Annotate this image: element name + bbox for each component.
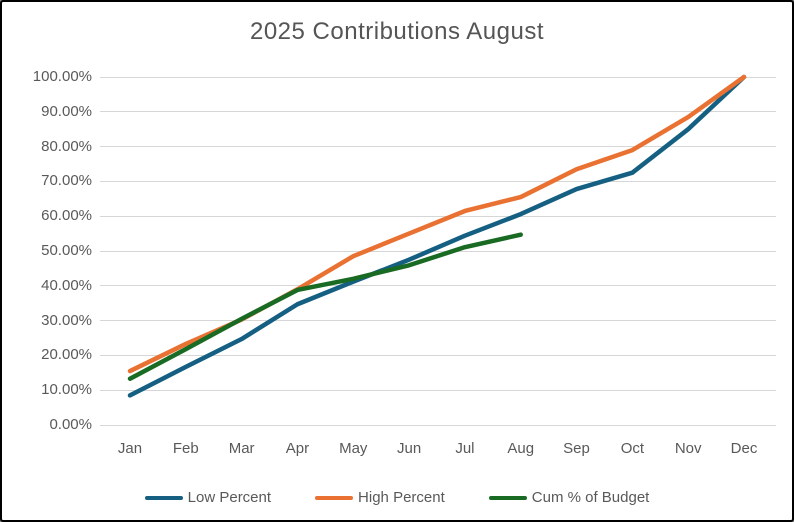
- y-tick-label: 70.00%: [41, 172, 92, 190]
- x-tick-label: Apr: [285, 440, 310, 457]
- x-tick-label: Sep: [563, 440, 590, 457]
- x-tick-label: Feb: [172, 440, 199, 457]
- y-tick-label: 20.00%: [41, 346, 92, 364]
- gridline: [100, 111, 776, 113]
- gridline: [100, 180, 776, 182]
- legend-label: Low Percent: [187, 489, 272, 506]
- x-tick-label: Oct: [620, 440, 645, 457]
- x-tick-label: Dec: [730, 440, 758, 457]
- y-tick-label: 90.00%: [41, 102, 92, 120]
- legend-item-low-percent: Low Percent: [144, 489, 272, 506]
- x-tick-label: Nov: [674, 440, 702, 457]
- x-tick-label: Jul: [455, 440, 475, 457]
- gridline: [100, 320, 776, 322]
- gridline: [100, 354, 776, 356]
- series-line-low-percent: [127, 74, 747, 398]
- y-tick-label: 30.00%: [41, 311, 92, 329]
- legend-label: High Percent: [358, 489, 445, 506]
- gridline: [100, 76, 776, 78]
- y-tick-label: 0.00%: [49, 416, 92, 433]
- y-tick-label: 60.00%: [41, 207, 92, 225]
- x-tick-label: May: [339, 440, 368, 457]
- y-tick-label: 50.00%: [41, 242, 92, 259]
- y-tick-label: 80.00%: [41, 137, 92, 155]
- legend-label: Cum % of Budget: [531, 489, 650, 506]
- x-tick-label: Jun: [396, 440, 422, 457]
- y-tick-label: 40.00%: [41, 276, 92, 294]
- chart-title: 2025 Contributions August: [249, 18, 545, 45]
- legend-item-cum-of-budget: Cum % of Budget: [488, 489, 650, 506]
- legend: Low Percent High Percent Cum % of Budget: [2, 489, 792, 506]
- legend-line-swatch: [315, 495, 354, 500]
- gridline: [100, 389, 776, 391]
- x-tick-label: Jan: [117, 440, 143, 457]
- legend-item-high-percent: High Percent: [315, 489, 445, 506]
- gridline: [100, 250, 776, 252]
- x-tick-label: Mar: [228, 440, 255, 457]
- series-line-cum-of-budget: [127, 232, 523, 381]
- y-tick-label: 10.00%: [41, 381, 92, 399]
- y-tick-label: 100.00%: [32, 68, 92, 85]
- gridline: [100, 424, 776, 426]
- gridline: [100, 285, 776, 287]
- legend-line-swatch: [144, 495, 183, 500]
- gridline: [100, 146, 776, 148]
- x-tick-label: Aug: [507, 440, 535, 457]
- gridline: [100, 215, 776, 217]
- legend-line-swatch: [488, 495, 527, 500]
